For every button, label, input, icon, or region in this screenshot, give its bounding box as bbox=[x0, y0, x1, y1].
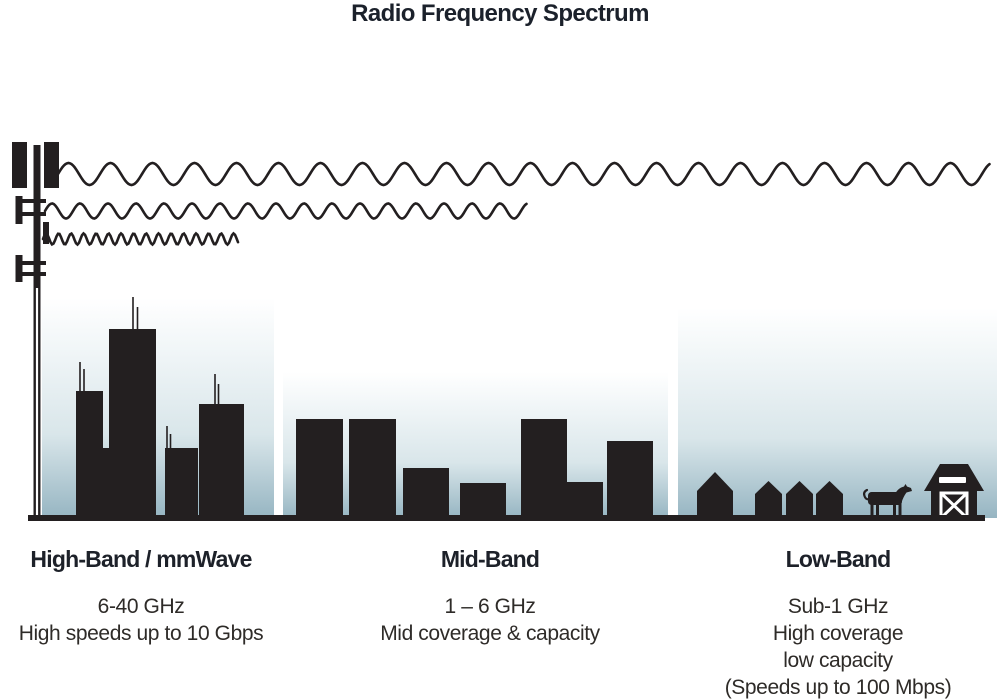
band-detail: 1 – 6 GHz bbox=[444, 595, 536, 618]
mid-band-wave-icon bbox=[43, 202, 528, 220]
band-label-low: Low-Band Sub-1 GHz High coverage low cap… bbox=[725, 546, 952, 700]
cell-tower-icon bbox=[12, 142, 59, 521]
cow-icon bbox=[862, 484, 912, 520]
band-name-mid: Mid-Band bbox=[440, 546, 540, 572]
band-name-low: Low-Band bbox=[785, 546, 892, 572]
band-detail: 6-40 GHz bbox=[97, 595, 185, 618]
houses-icon bbox=[697, 472, 843, 520]
band-label-high: High-Band / mmWave 6-40 GHz High speeds … bbox=[19, 546, 264, 647]
band-label-mid: Mid-Band 1 – 6 GHz Mid coverage & capaci… bbox=[380, 546, 600, 647]
band-detail: High speeds up to 10 Gbps bbox=[18, 622, 264, 645]
band-detail: low capacity bbox=[783, 649, 893, 672]
spectrum-scene bbox=[12, 142, 997, 521]
barn-icon bbox=[924, 464, 984, 520]
low-band-wave-icon bbox=[56, 161, 991, 187]
band-detail: Sub-1 GHz bbox=[787, 595, 889, 618]
band-name-high: High-Band / mmWave bbox=[30, 546, 252, 572]
band-detail: Mid coverage & capacity bbox=[380, 622, 600, 645]
page-title: Radio Frequency Spectrum bbox=[351, 0, 649, 27]
band-detail: High coverage bbox=[772, 622, 904, 645]
ground-line bbox=[28, 515, 985, 521]
town-skyline-icon bbox=[296, 419, 653, 518]
city-skyline-icon bbox=[76, 297, 244, 518]
high-band-wave-icon bbox=[41, 231, 240, 247]
band-detail: (Speeds up to 100 Mbps) bbox=[724, 676, 952, 699]
